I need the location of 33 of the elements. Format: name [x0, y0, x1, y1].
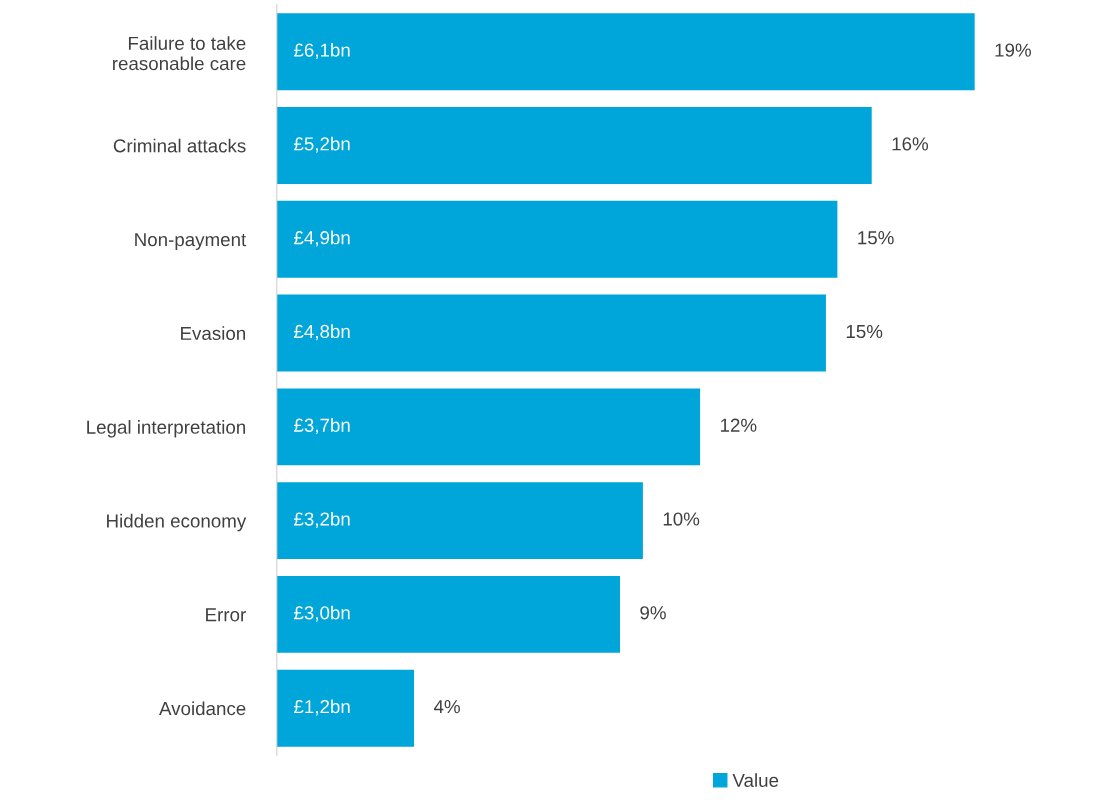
bar — [276, 13, 975, 91]
data-label: £5,2bn — [293, 136, 350, 153]
annotation: 15% — [846, 324, 883, 339]
bar — [276, 388, 701, 466]
bar — [276, 669, 415, 747]
data-label: £1,2bn — [293, 699, 350, 716]
data-label: £6,1bn — [293, 42, 350, 59]
bar — [276, 294, 826, 372]
data-label: £4,8bn — [293, 324, 350, 341]
data-label: £3,2bn — [293, 511, 350, 528]
data-label: £3,7bn — [293, 418, 350, 435]
annotation: 9% — [640, 606, 666, 620]
annotation: 10% — [663, 512, 700, 526]
annotation: 15% — [858, 231, 894, 245]
annotation: 4% — [433, 700, 460, 714]
y-tick-label: Avoidance — [159, 701, 246, 716]
y-tick-label: Failure to take reasonable care — [113, 36, 246, 71]
annotation: 16% — [892, 137, 929, 151]
y-tick-label: Criminal attacks — [113, 138, 246, 153]
y-tick-label: Hidden economy — [107, 513, 247, 532]
bar — [276, 575, 621, 653]
y-tick-label: Evasion — [181, 326, 246, 341]
y-tick-label: Legal interpretation — [87, 420, 246, 438]
annotation: 19% — [995, 43, 1031, 57]
bar — [276, 200, 838, 278]
annotation: 12% — [720, 418, 757, 432]
data-label: £4,9bn — [293, 230, 350, 247]
legend-label: Value — [732, 773, 779, 788]
y-tick-label: Non-payment — [135, 233, 247, 250]
data-label: £3,0bn — [293, 605, 350, 622]
bar — [276, 482, 643, 560]
y-tick-label: Error — [206, 608, 246, 622]
bar — [276, 107, 872, 184]
